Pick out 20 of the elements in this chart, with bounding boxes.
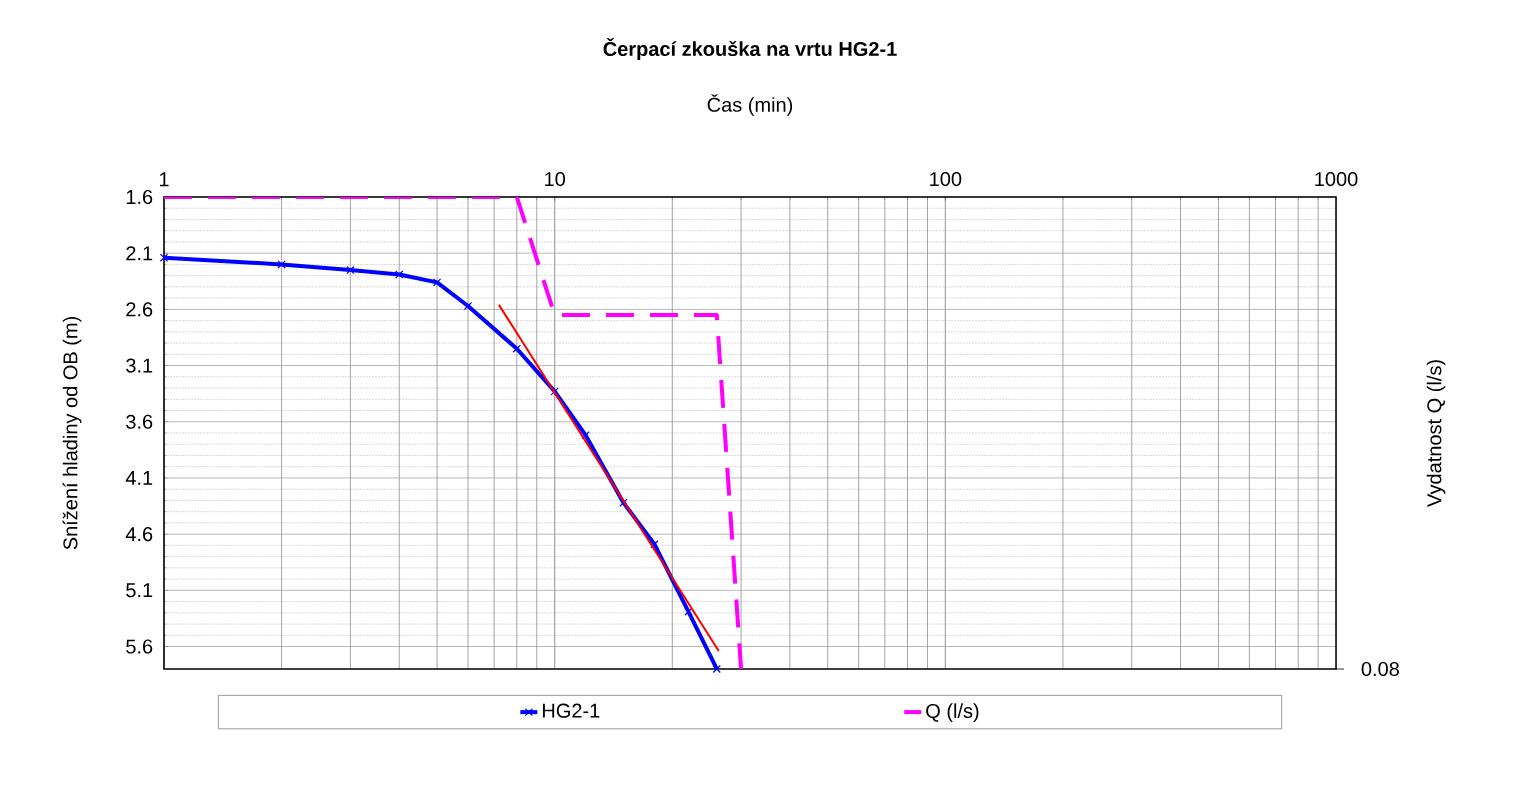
y-tick-label: 2.6: [126, 302, 153, 317]
y-tick-label: 2.1: [126, 246, 153, 261]
y-tick-label: 3.6: [126, 414, 153, 429]
chart-title: Čerpací zkouška na vrtu HG2-1: [603, 37, 897, 61]
x-tick-label: 10: [545, 171, 566, 187]
y-tick-label: 4.6: [125, 527, 153, 542]
x-axis-title: Čas (min): [707, 94, 793, 116]
y2-axis-title: Vydatnost Q (l/s): [1426, 360, 1446, 507]
y-tick-label: 3.1: [126, 358, 153, 373]
text: 0.08: [1361, 661, 1399, 677]
x-tick-label: 100: [930, 171, 962, 187]
x-tick-label: 1000: [1315, 171, 1358, 187]
legend-label: Q (l/s): [926, 703, 979, 722]
y-tick-label: 1.6: [126, 189, 153, 205]
y-tick-label: 4.1: [125, 471, 153, 485]
x-tick-label: 1: [159, 172, 169, 187]
y-tick-label: 5.6: [126, 639, 153, 654]
y-tick-label: 5.1: [126, 583, 153, 598]
legend-label: HG2-1: [542, 703, 600, 718]
y-axis-title: Snížení hladiny od OB (m): [62, 316, 82, 550]
